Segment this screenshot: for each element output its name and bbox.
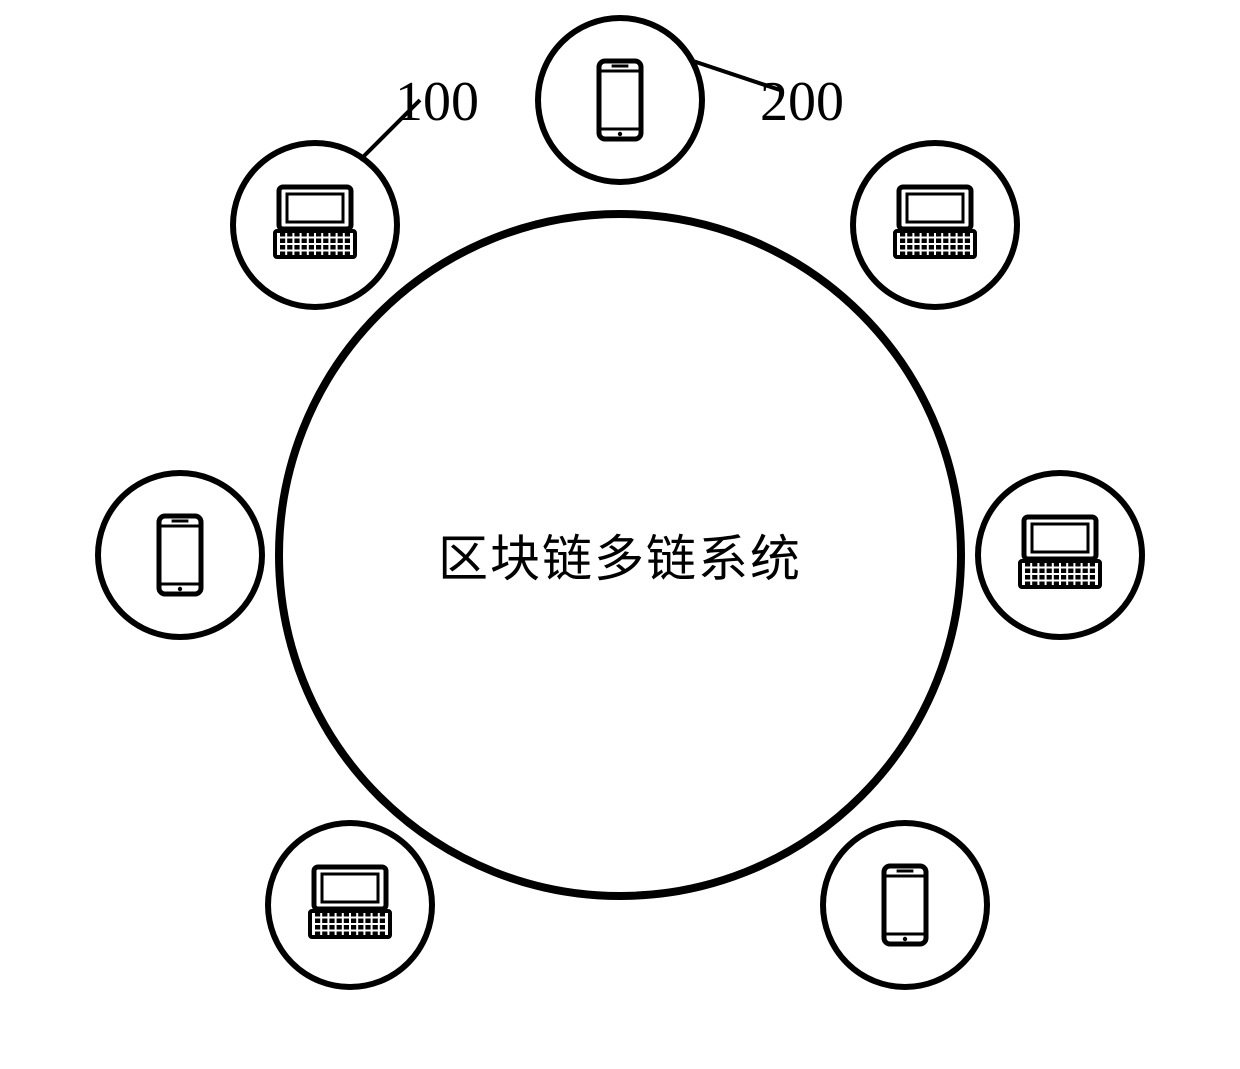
callout-lines xyxy=(0,0,1240,1069)
callout-label-100: 100 xyxy=(395,70,479,134)
callout-label-200: 200 xyxy=(760,70,844,134)
diagram-canvas: 区块链多链系统 xyxy=(0,0,1240,1069)
